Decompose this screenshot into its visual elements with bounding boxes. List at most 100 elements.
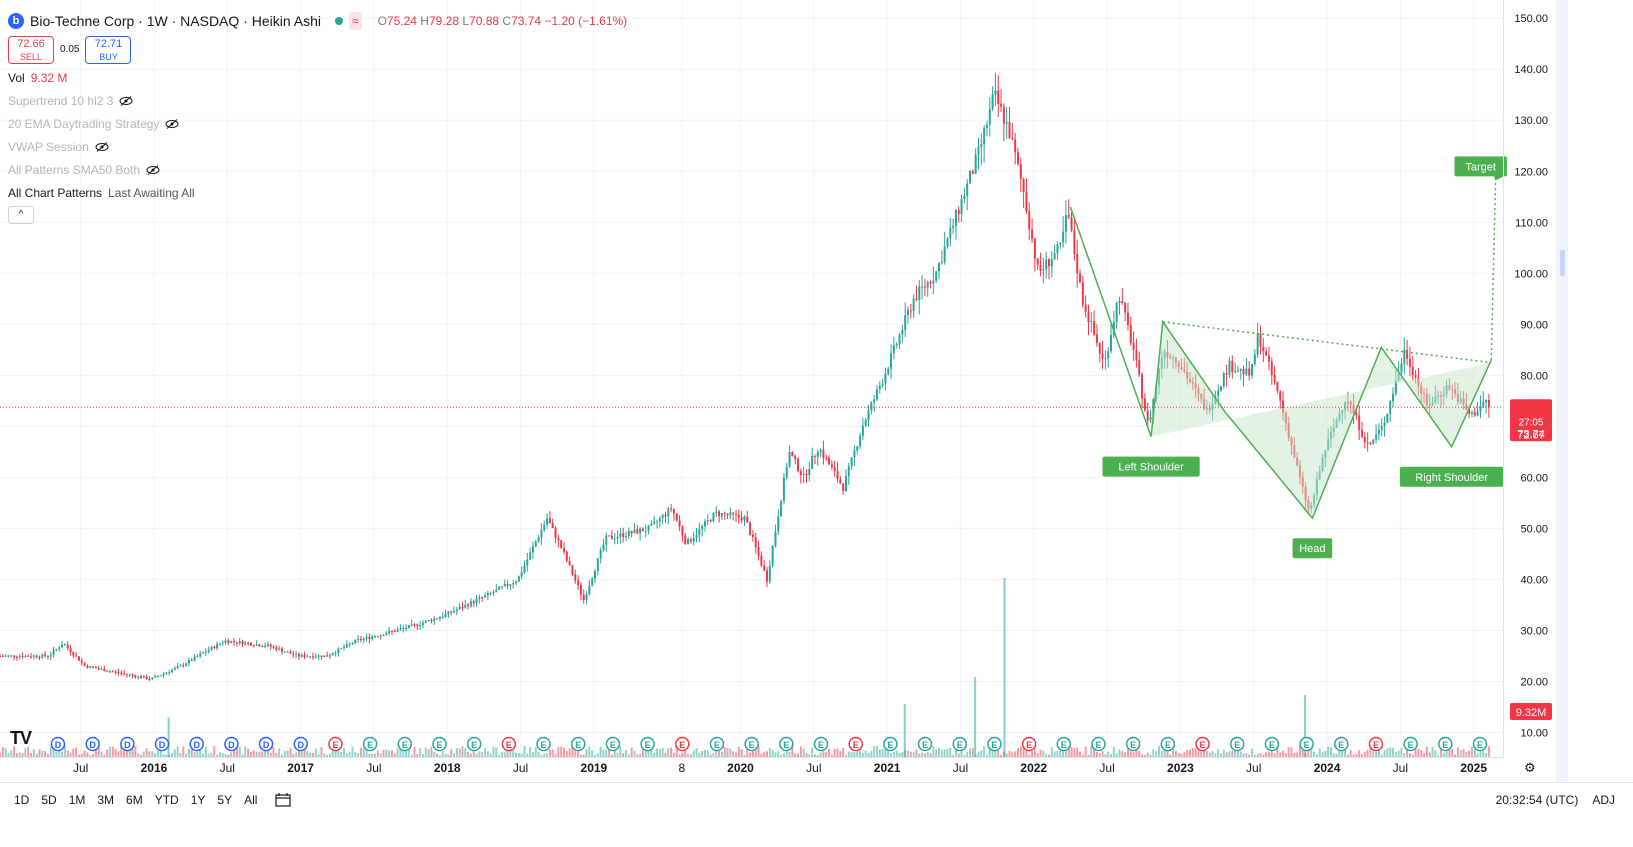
volume-bar bbox=[1214, 753, 1217, 758]
volume-bar bbox=[695, 748, 698, 758]
candle-body bbox=[749, 522, 752, 535]
indicator-supertrend[interactable]: Supertrend 10 hl2 3 bbox=[8, 92, 627, 110]
candle-body bbox=[1400, 363, 1403, 373]
indicator-vwap[interactable]: VWAP Session bbox=[8, 138, 627, 156]
candle-body bbox=[498, 586, 501, 590]
volume-bar bbox=[343, 748, 346, 758]
candle-body bbox=[328, 655, 331, 657]
eye-off-icon[interactable] bbox=[95, 142, 109, 152]
symbol-title[interactable]: Bio-Techne Corp · 1W · NASDAQ · Heikin A… bbox=[30, 13, 321, 29]
earnings-marker bbox=[640, 736, 655, 752]
candle-body bbox=[1273, 374, 1276, 382]
timeframe-5y[interactable]: 5Y bbox=[217, 793, 233, 807]
timeframe-5d[interactable]: 5D bbox=[41, 793, 57, 807]
event-marker-letter: E bbox=[783, 740, 789, 750]
timeframe-6m[interactable]: 6M bbox=[126, 793, 143, 807]
volume-bar bbox=[385, 749, 388, 758]
volume-bar bbox=[689, 754, 692, 758]
candle-body bbox=[1031, 229, 1034, 239]
volume-bar bbox=[988, 747, 991, 758]
timeframe-1y[interactable]: 1Y bbox=[190, 793, 206, 807]
volume-bar bbox=[875, 746, 878, 758]
earnings-marker bbox=[1472, 736, 1488, 752]
candle-body bbox=[258, 644, 261, 647]
indicator-volume[interactable]: Vol 9.32 M bbox=[8, 71, 68, 85]
candle-body bbox=[252, 645, 255, 647]
time-tick-label: Jul bbox=[1393, 761, 1408, 775]
candle-body bbox=[588, 585, 591, 595]
candle-body bbox=[1220, 386, 1222, 391]
volume-bar bbox=[743, 754, 746, 758]
volume-bar bbox=[571, 747, 574, 758]
candle-body bbox=[988, 108, 991, 125]
time-axis[interactable] bbox=[0, 757, 1503, 782]
volume-bar bbox=[709, 754, 712, 758]
candle-body bbox=[410, 624, 413, 626]
event-marker-letter: E bbox=[1269, 740, 1275, 750]
price-axis[interactable] bbox=[1503, 0, 1556, 758]
chart-canvas[interactable]: Left Shoulder Head Right Shoulder Target D D… bbox=[0, 0, 1556, 782]
collapse-legend-button[interactable]: ^ bbox=[8, 206, 34, 224]
candle-body bbox=[991, 94, 994, 109]
timeframe-1m[interactable]: 1M bbox=[68, 793, 86, 807]
candle-body bbox=[261, 646, 264, 648]
data-status-badge[interactable]: ≈ bbox=[348, 12, 362, 30]
volume-bar bbox=[771, 749, 774, 758]
settings-gear-icon[interactable]: ⚙ bbox=[1524, 760, 1536, 775]
event-marker-letter: E bbox=[1200, 740, 1206, 750]
volume-bar bbox=[421, 754, 424, 758]
eye-off-icon[interactable] bbox=[119, 96, 133, 106]
volume-bar bbox=[1439, 747, 1442, 758]
buy-button[interactable]: 72.71 BUY bbox=[85, 36, 132, 64]
candle-body bbox=[737, 514, 740, 518]
right-scroll-strip[interactable] bbox=[1556, 0, 1568, 782]
volume-bar bbox=[949, 747, 952, 758]
candle-body bbox=[892, 345, 895, 354]
volume-bar bbox=[523, 746, 526, 758]
indicator-all-chart-patterns[interactable]: All Chart Patterns Last Awaiting All bbox=[8, 186, 195, 200]
timeframe-ytd[interactable]: YTD bbox=[154, 793, 179, 807]
candle-body bbox=[190, 659, 193, 661]
candle-body bbox=[1025, 191, 1028, 212]
indicator-20ema[interactable]: 20 EMA Daytrading Strategy bbox=[8, 115, 627, 133]
indicator-all-patterns[interactable]: All Patterns SMA50 Both bbox=[8, 161, 627, 179]
adj-toggle[interactable]: ADJ bbox=[1592, 793, 1615, 807]
utc-clock[interactable]: 20:32:54 (UTC) bbox=[1495, 793, 1579, 807]
scroll-thumb[interactable] bbox=[1560, 250, 1565, 276]
timeframe-1d[interactable]: 1D bbox=[14, 793, 30, 807]
timeframe-3m[interactable]: 3M bbox=[97, 793, 115, 807]
volume-bar bbox=[1042, 750, 1045, 758]
volume-bar bbox=[1138, 750, 1141, 758]
volume-bar bbox=[289, 747, 292, 758]
volume-bar bbox=[1392, 747, 1395, 758]
candle-body bbox=[1076, 253, 1079, 274]
candle-body bbox=[86, 665, 89, 668]
candle-body bbox=[388, 630, 391, 634]
volume-bar bbox=[314, 748, 317, 758]
candle-body bbox=[565, 551, 568, 561]
dividend-marker bbox=[189, 736, 204, 752]
label-target: Target bbox=[1465, 161, 1496, 173]
candle-body bbox=[165, 672, 168, 674]
eye-off-icon[interactable] bbox=[146, 165, 160, 175]
calendar-range-icon[interactable] bbox=[275, 793, 292, 807]
tradingview-logo[interactable]: TV bbox=[10, 728, 32, 748]
volume-bar bbox=[340, 752, 343, 758]
volume-bar bbox=[461, 746, 464, 758]
candle-body bbox=[106, 671, 109, 673]
candle-body bbox=[983, 128, 986, 145]
volume-bar bbox=[1022, 746, 1025, 758]
volume-bar bbox=[171, 752, 174, 758]
volume-bar bbox=[881, 748, 884, 758]
candle-body bbox=[1358, 415, 1361, 431]
sell-button[interactable]: 72.66 SELL bbox=[8, 36, 54, 64]
volume-bar bbox=[1394, 752, 1397, 758]
countdown-label: 27:05 bbox=[1518, 417, 1543, 428]
candle-body bbox=[320, 655, 323, 658]
candle-body bbox=[362, 638, 365, 641]
candle-body bbox=[1107, 351, 1110, 359]
timeframe-all[interactable]: All bbox=[244, 793, 258, 807]
pattern-target-line bbox=[1490, 176, 1497, 361]
candle-body bbox=[38, 657, 41, 659]
eye-off-icon[interactable] bbox=[165, 119, 179, 129]
